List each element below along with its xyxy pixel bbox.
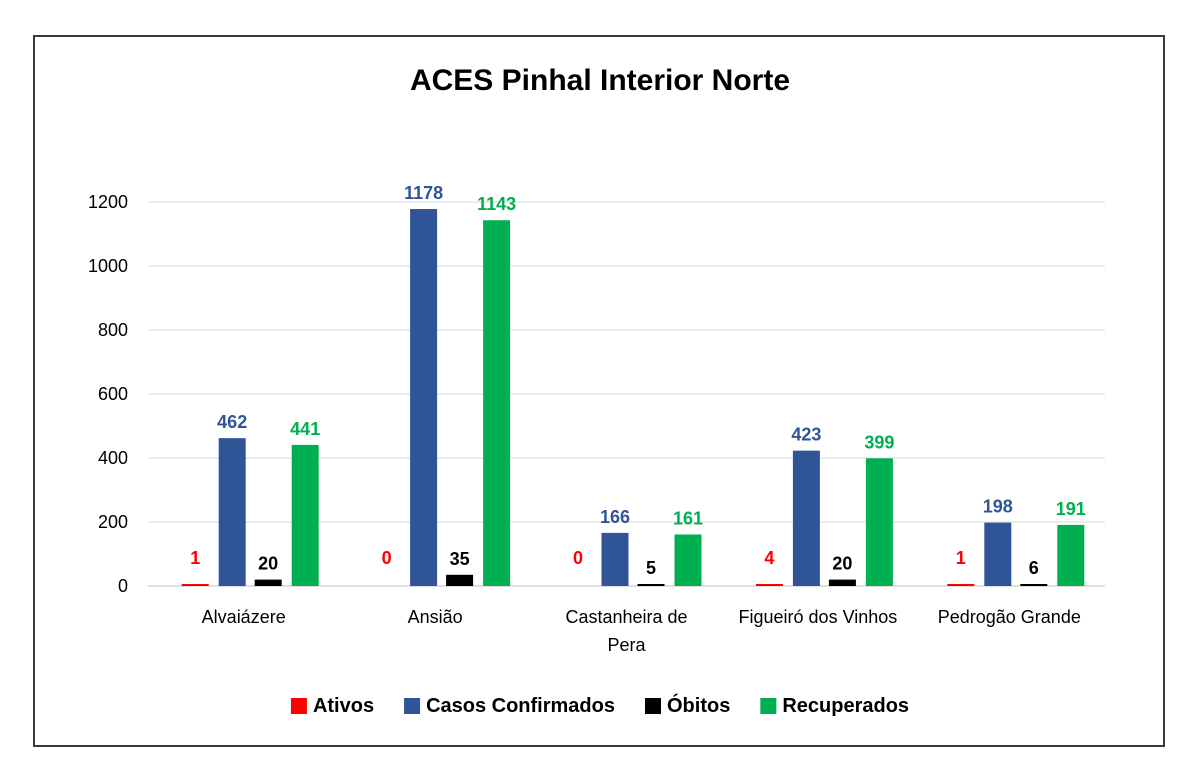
bar-recuperados bbox=[291, 444, 319, 586]
y-tick-label: 1200 bbox=[88, 192, 128, 212]
legend-item-recuperados: Recuperados bbox=[760, 695, 909, 717]
data-label: 5 bbox=[646, 558, 656, 578]
legend-label: Recuperados bbox=[782, 695, 909, 717]
x-category-label: Pedrogão Grande bbox=[938, 607, 1081, 627]
data-label: 0 bbox=[573, 548, 583, 568]
data-label: 441 bbox=[290, 419, 320, 439]
legend-item-casos-confirmados: Casos Confirmados bbox=[404, 695, 615, 717]
bar--bitos bbox=[446, 574, 474, 586]
data-label: 20 bbox=[832, 554, 852, 574]
bar-ativos bbox=[755, 584, 783, 586]
legend-item--bitos: Óbitos bbox=[645, 693, 730, 717]
data-label: 1143 bbox=[477, 194, 516, 214]
data-label: 161 bbox=[673, 508, 703, 528]
bar-ativos bbox=[947, 584, 975, 586]
x-category-label: Pera bbox=[607, 635, 646, 655]
data-label: 191 bbox=[1056, 499, 1086, 519]
bar-recuperados bbox=[674, 534, 702, 586]
legend-swatch bbox=[645, 698, 661, 714]
y-tick-label: 200 bbox=[98, 512, 128, 532]
data-label: 0 bbox=[382, 548, 392, 568]
bar-casos-confirmados bbox=[984, 522, 1012, 586]
y-tick-label: 800 bbox=[98, 320, 128, 340]
data-label: 35 bbox=[450, 549, 470, 569]
bar-casos-confirmados bbox=[218, 438, 246, 586]
bar--bitos bbox=[254, 579, 282, 586]
legend: Ativos Casos Confirmados Óbitos Recuperados bbox=[290, 693, 909, 717]
data-label: 1 bbox=[190, 548, 200, 568]
legend-label: Óbitos bbox=[667, 693, 730, 717]
x-category-label: Castanheira de bbox=[565, 607, 687, 627]
y-axis: 0 200 400 600 800 1000 1200 bbox=[88, 192, 128, 596]
legend-swatch bbox=[290, 698, 307, 714]
legend-swatch bbox=[760, 698, 777, 714]
y-tick-label: 0 bbox=[118, 576, 128, 596]
data-label: 1178 bbox=[404, 183, 443, 203]
data-label: 462 bbox=[217, 412, 247, 432]
data-label: 1 bbox=[956, 548, 966, 568]
legend-label: Casos Confirmados bbox=[426, 695, 615, 717]
data-label: 399 bbox=[864, 432, 894, 452]
x-category-label: Ansião bbox=[408, 607, 463, 627]
bar--bitos bbox=[1020, 584, 1048, 586]
legend-swatch bbox=[404, 698, 421, 714]
chart-title: ACES Pinhal Interior Norte bbox=[410, 64, 790, 97]
x-category-label: Alvaiázere bbox=[202, 607, 286, 627]
chart-frame bbox=[33, 35, 1165, 747]
y-tick-label: 1000 bbox=[88, 256, 128, 276]
data-label: 4 bbox=[764, 548, 774, 568]
legend-item-ativos: Ativos bbox=[290, 695, 374, 717]
data-label: 423 bbox=[791, 425, 821, 445]
x-category-label: Figueiró dos Vinhos bbox=[739, 607, 898, 627]
y-tick-label: 400 bbox=[98, 448, 128, 468]
legend-label: Ativos bbox=[313, 695, 374, 717]
gridlines bbox=[148, 201, 1105, 587]
y-tick-label: 600 bbox=[98, 384, 128, 404]
data-labels: 1 462 20 441 0 1178 35 1143 0 166 5 161 4 423 20 399 1 19… bbox=[190, 183, 1086, 578]
x-axis: Alvaiázere Ansião Castanheira de Pera Figuei… bbox=[202, 607, 1081, 655]
bar-recuperados bbox=[865, 458, 893, 586]
bar-ativos bbox=[181, 584, 209, 586]
bar-recuperados bbox=[483, 220, 511, 587]
bar-casos-confirmados bbox=[601, 532, 629, 586]
bar-casos-confirmados bbox=[792, 450, 820, 586]
data-label: 166 bbox=[600, 507, 630, 527]
bar--bitos bbox=[637, 584, 665, 586]
data-label: 198 bbox=[983, 497, 1013, 517]
data-label: 20 bbox=[258, 554, 278, 574]
bar--bitos bbox=[828, 579, 856, 586]
bar-casos-confirmados bbox=[410, 209, 438, 587]
data-label: 6 bbox=[1029, 558, 1039, 578]
bars bbox=[181, 209, 1085, 587]
bar-recuperados bbox=[1057, 524, 1085, 586]
